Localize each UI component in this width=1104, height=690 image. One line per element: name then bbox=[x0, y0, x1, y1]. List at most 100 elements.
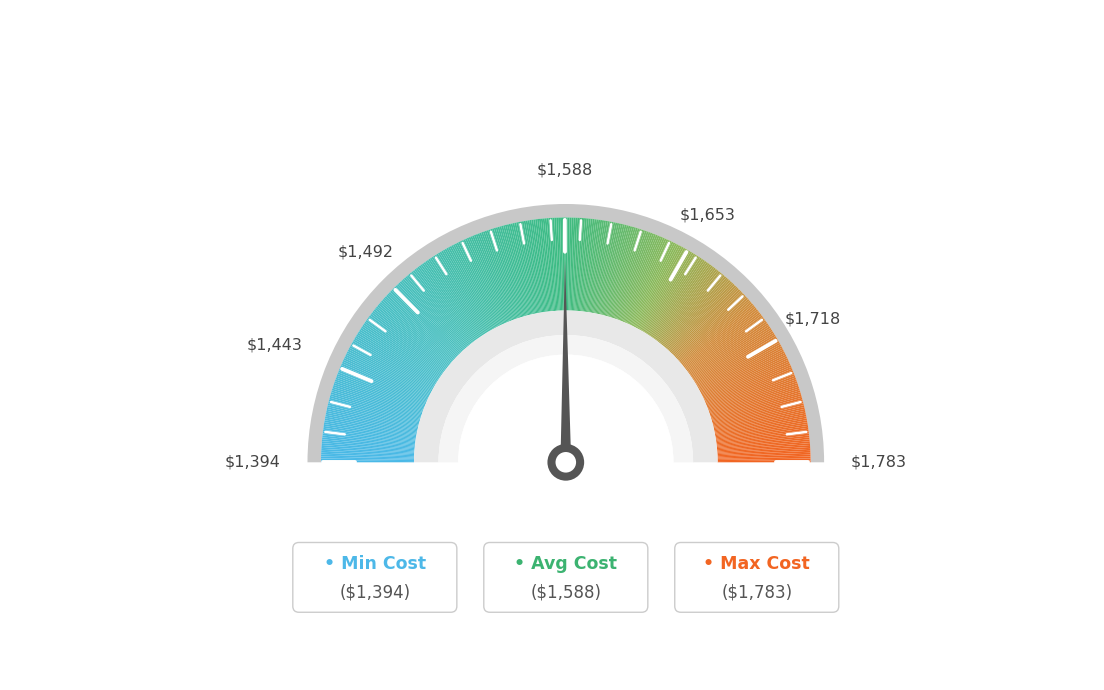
Wedge shape bbox=[461, 240, 502, 325]
Wedge shape bbox=[626, 237, 665, 324]
Wedge shape bbox=[598, 224, 622, 315]
Wedge shape bbox=[643, 252, 692, 333]
Wedge shape bbox=[452, 245, 496, 328]
Wedge shape bbox=[571, 217, 575, 310]
Wedge shape bbox=[713, 407, 805, 429]
Wedge shape bbox=[637, 246, 682, 328]
Wedge shape bbox=[718, 455, 810, 459]
Wedge shape bbox=[605, 226, 630, 316]
Wedge shape bbox=[701, 349, 784, 393]
Wedge shape bbox=[321, 441, 415, 451]
Wedge shape bbox=[390, 290, 458, 357]
Wedge shape bbox=[329, 397, 420, 424]
Wedge shape bbox=[716, 437, 809, 448]
Wedge shape bbox=[321, 451, 414, 456]
Wedge shape bbox=[651, 260, 705, 337]
Wedge shape bbox=[503, 225, 528, 315]
Wedge shape bbox=[641, 250, 689, 331]
Wedge shape bbox=[465, 238, 505, 324]
Wedge shape bbox=[401, 280, 465, 350]
Wedge shape bbox=[361, 326, 439, 379]
Wedge shape bbox=[687, 315, 763, 372]
Wedge shape bbox=[308, 204, 824, 462]
Wedge shape bbox=[676, 293, 744, 358]
Wedge shape bbox=[358, 331, 437, 382]
Wedge shape bbox=[631, 241, 673, 326]
Wedge shape bbox=[406, 275, 468, 347]
Wedge shape bbox=[576, 218, 585, 311]
Wedge shape bbox=[582, 219, 593, 311]
Wedge shape bbox=[588, 220, 604, 313]
Wedge shape bbox=[683, 308, 757, 367]
Wedge shape bbox=[613, 230, 644, 318]
Wedge shape bbox=[328, 402, 418, 426]
Wedge shape bbox=[583, 219, 595, 312]
Wedge shape bbox=[425, 261, 479, 338]
Wedge shape bbox=[654, 263, 710, 339]
Wedge shape bbox=[716, 432, 809, 444]
Wedge shape bbox=[405, 276, 467, 348]
Wedge shape bbox=[514, 223, 535, 314]
Wedge shape bbox=[321, 445, 414, 453]
Wedge shape bbox=[370, 314, 445, 371]
Wedge shape bbox=[715, 420, 807, 437]
Text: $1,588: $1,588 bbox=[537, 162, 593, 177]
Wedge shape bbox=[369, 315, 445, 372]
Wedge shape bbox=[404, 277, 466, 348]
Text: • Max Cost: • Max Cost bbox=[703, 555, 810, 573]
Wedge shape bbox=[499, 226, 526, 316]
Wedge shape bbox=[539, 219, 550, 311]
Wedge shape bbox=[666, 279, 729, 349]
Wedge shape bbox=[487, 230, 518, 319]
Wedge shape bbox=[718, 453, 810, 457]
Wedge shape bbox=[704, 362, 789, 401]
Wedge shape bbox=[718, 449, 810, 455]
Wedge shape bbox=[335, 381, 423, 413]
Wedge shape bbox=[684, 309, 758, 368]
Wedge shape bbox=[704, 364, 790, 402]
Wedge shape bbox=[718, 447, 810, 454]
Wedge shape bbox=[445, 248, 491, 331]
Wedge shape bbox=[372, 310, 447, 369]
Wedge shape bbox=[322, 430, 415, 443]
Wedge shape bbox=[490, 229, 520, 318]
Wedge shape bbox=[417, 266, 475, 342]
Wedge shape bbox=[403, 279, 466, 349]
Wedge shape bbox=[428, 259, 481, 337]
Wedge shape bbox=[696, 336, 776, 385]
Wedge shape bbox=[520, 221, 539, 313]
Wedge shape bbox=[607, 226, 634, 317]
Wedge shape bbox=[700, 348, 783, 393]
Wedge shape bbox=[712, 397, 803, 424]
Wedge shape bbox=[393, 288, 459, 355]
Wedge shape bbox=[714, 415, 806, 434]
Wedge shape bbox=[458, 241, 500, 326]
Wedge shape bbox=[670, 285, 736, 353]
Wedge shape bbox=[327, 407, 418, 429]
Wedge shape bbox=[346, 353, 431, 395]
Wedge shape bbox=[716, 435, 809, 447]
Wedge shape bbox=[326, 413, 417, 433]
Wedge shape bbox=[615, 230, 647, 319]
Wedge shape bbox=[708, 376, 796, 410]
Wedge shape bbox=[682, 306, 755, 366]
Wedge shape bbox=[331, 392, 421, 420]
Wedge shape bbox=[710, 383, 798, 414]
Wedge shape bbox=[617, 232, 650, 320]
Wedge shape bbox=[433, 255, 485, 335]
Wedge shape bbox=[399, 282, 463, 352]
Wedge shape bbox=[594, 221, 614, 313]
Wedge shape bbox=[424, 262, 478, 339]
Wedge shape bbox=[344, 356, 429, 397]
Wedge shape bbox=[684, 310, 760, 369]
Wedge shape bbox=[668, 282, 732, 351]
Wedge shape bbox=[692, 326, 771, 379]
Wedge shape bbox=[673, 290, 742, 357]
Wedge shape bbox=[362, 325, 440, 378]
Wedge shape bbox=[336, 376, 424, 410]
Wedge shape bbox=[707, 368, 793, 405]
Wedge shape bbox=[418, 266, 476, 341]
Wedge shape bbox=[703, 358, 788, 399]
Wedge shape bbox=[435, 255, 486, 334]
Wedge shape bbox=[371, 313, 446, 371]
